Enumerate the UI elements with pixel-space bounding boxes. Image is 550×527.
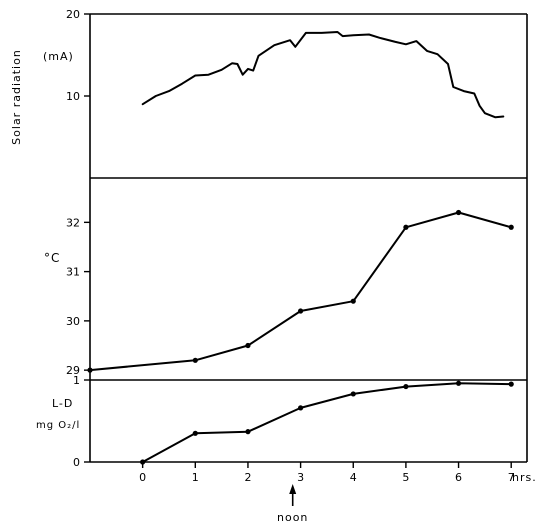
data-series <box>87 31 514 465</box>
x-unit-label: hrs. <box>512 471 537 484</box>
temperature-data-point <box>455 209 462 216</box>
noon-label: noon <box>277 511 308 524</box>
temperature-data-point <box>403 224 409 230</box>
oxygen-data-point <box>140 459 146 465</box>
oxygen-data-point <box>455 380 462 386</box>
x-tick-label: 1 <box>192 471 199 484</box>
y-tick-label: 29 <box>66 364 80 377</box>
temperature-data-point <box>87 367 93 373</box>
temperature-label: °C <box>44 251 60 265</box>
y-tick-label: 32 <box>66 216 80 229</box>
oxygen-label-bottom: mg O₂/l <box>36 420 80 431</box>
temperature-data-point <box>192 357 198 363</box>
oxygen-data-point <box>192 430 198 436</box>
x-tick-label: 5 <box>402 471 409 484</box>
noon-arrowhead <box>289 484 297 494</box>
temperature-data-point <box>298 308 304 314</box>
temperature-data-point <box>350 298 356 304</box>
oxygen-series-line <box>141 382 513 463</box>
oxygen-data-point <box>245 429 251 435</box>
x-tick-label: 7 <box>508 471 515 484</box>
temperature-series-line <box>89 211 513 372</box>
y-tick-label: 20 <box>66 8 80 21</box>
x-tick-label: 6 <box>455 471 462 484</box>
solar-radiation-label: Solar radiation <box>10 49 23 145</box>
temperature-data-point <box>508 224 514 230</box>
x-tick-label: 4 <box>350 471 357 484</box>
y-tick-label: 10 <box>66 90 80 103</box>
oxygen-label-top: L-D <box>52 397 73 410</box>
y-tick-label: 31 <box>66 266 80 279</box>
solar-unit-label: (mA) <box>43 50 74 63</box>
x-tick-label: 3 <box>297 471 304 484</box>
x-ticks: 0 1 2 3 4 5 6 7 <box>139 462 515 484</box>
oxygen-data-point <box>298 405 304 411</box>
x-tick-label: 2 <box>244 471 251 484</box>
solar-series-line <box>141 31 505 119</box>
temperature-data-point <box>245 342 251 349</box>
oxygen-data-point <box>350 391 356 397</box>
y-tick-label: 1 <box>73 374 80 387</box>
noon-annotation: noon <box>277 484 308 524</box>
oxygen-data-point <box>403 383 409 390</box>
oxygen-data-point <box>508 381 514 387</box>
y-tick-label: 30 <box>66 315 80 328</box>
y-tick-label: 0 <box>73 456 80 469</box>
x-tick-label: 0 <box>139 471 146 484</box>
